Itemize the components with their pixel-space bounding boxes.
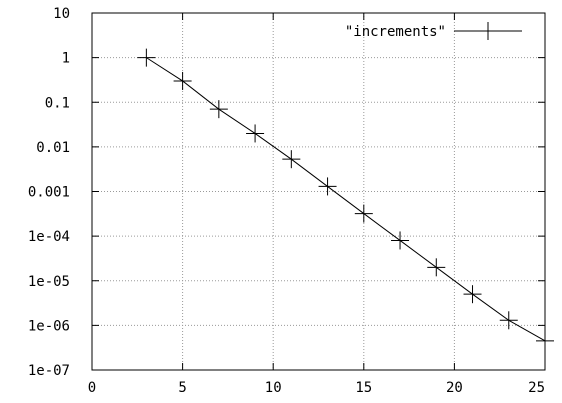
data-point-marker [427,258,446,277]
x-tick-label: 20 [446,380,463,396]
data-point-marker [354,204,373,223]
y-tick-label: 1e-05 [28,274,70,290]
data-point-marker [391,231,410,250]
y-tick-label: 0.001 [28,185,70,201]
data-point-marker [173,71,192,90]
y-tick-label: 0.01 [36,140,70,156]
data-point-marker [246,124,265,143]
x-tick-label: 25 [528,380,545,396]
data-point-marker [463,285,482,304]
legend-marker [479,22,497,40]
tick-marks [91,12,546,371]
y-tick-label: 10 [53,6,70,22]
x-tick-label: 10 [265,380,282,396]
data-point-marker [137,48,156,67]
y-tick-label: 1e-06 [28,318,70,334]
x-tick-label: 5 [178,380,186,396]
data-point-marker [536,331,554,350]
x-tick-label: 15 [355,380,372,396]
y-tick-label: 1e-07 [28,363,70,379]
series [137,48,554,350]
tick-labels: 0 5 10 15 20 25 10 1 0.1 0.01 0.001 1e-04 1e-05 1e-06… [28,6,545,396]
y-tick-label: 1 [62,51,70,67]
series-line [146,57,546,342]
data-point-marker [282,150,301,169]
data-point-marker [318,177,337,196]
legend: "increments" [345,22,522,40]
y-tick-label: 1e-04 [28,229,70,245]
legend-label: "increments" [345,24,446,40]
data-point-marker [209,100,228,119]
grid [92,13,545,370]
data-point-marker [499,311,518,330]
y-tick-label: 0.1 [45,95,70,111]
x-tick-label: 0 [88,380,96,396]
